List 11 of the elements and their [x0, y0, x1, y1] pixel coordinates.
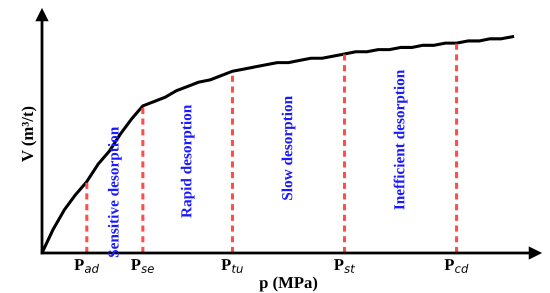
x-tick-label: P$_{ad}$: [74, 259, 100, 273]
x-tick-label: P$_{se}$: [131, 259, 154, 273]
annotation: Rapid desorption: [180, 104, 195, 218]
annotation: Slow desorption: [282, 96, 296, 200]
x-tick-label: P$_{tu}$: [221, 259, 243, 273]
annotation: Sensitive desorption: [108, 126, 122, 258]
x-axis-title: p (MPa): [259, 276, 318, 292]
y-axis-title: V (m³/t): [21, 106, 36, 162]
annotation: Inefficient desorption: [394, 70, 408, 210]
x-tick-label: P$_{st}$: [334, 259, 356, 273]
x-tick-label: P$_{cd}$: [444, 259, 468, 273]
